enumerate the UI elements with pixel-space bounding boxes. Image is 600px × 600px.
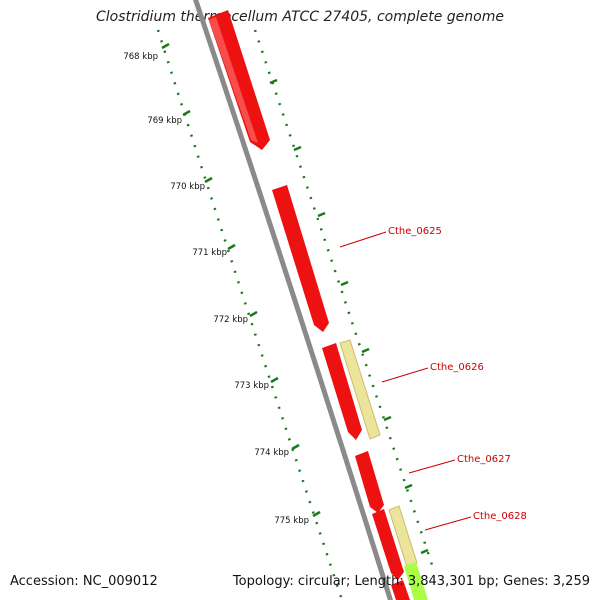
gene-label-cthe-0627[interactable]: Cthe_0627: [457, 454, 511, 465]
ruler-label-768: 768 kbp: [123, 52, 158, 62]
ruler-labels: 768 kbp 769 kbp 770 kbp 771 kbp 772 kbp …: [123, 52, 309, 526]
outer-tick-ring: [156, 29, 344, 600]
other-features[interactable]: [339, 339, 428, 600]
extra-feature[interactable]: [404, 562, 428, 600]
inner-tick-ring: [253, 29, 434, 566]
feature-cthe-0626[interactable]: [339, 339, 381, 440]
cds-feature[interactable]: [209, 17, 258, 143]
cds-feature[interactable]: [322, 343, 362, 440]
ruler-label-773: 773 kbp: [234, 381, 269, 391]
cds-feature-cthe-0627[interactable]: [355, 451, 384, 513]
gene-label-cthe-0625[interactable]: Cthe_0625: [388, 226, 442, 237]
ruler-label-774: 774 kbp: [254, 448, 289, 458]
accession-text: Accession: NC_009012: [10, 574, 158, 589]
genome-backbone: [193, 0, 394, 600]
genome-summary-text: Topology: circular; Length: 3,843,301 bp…: [232, 574, 590, 589]
feature-cthe-0628[interactable]: [388, 505, 418, 568]
cds-feature[interactable]: [391, 580, 410, 600]
ruler-label-775: 775 kbp: [274, 516, 309, 526]
gene-label-cthe-0628[interactable]: Cthe_0628: [473, 511, 527, 522]
outer-major-ticks: [161, 42, 321, 518]
cds-feature-cthe-0625[interactable]: [272, 185, 329, 332]
cds-feature[interactable]: [372, 509, 404, 580]
gene-leader-lines: [339, 231, 472, 531]
inner-major-ticks: [269, 78, 429, 555]
gene-label-cthe-0626[interactable]: Cthe_0626: [430, 362, 484, 373]
gene-labels[interactable]: Cthe_0625 Cthe_0626 Cthe_0627 Cthe_0628: [388, 226, 527, 522]
ruler-label-772: 772 kbp: [213, 315, 248, 325]
cds-features[interactable]: [208, 10, 410, 600]
ruler-label-769: 769 kbp: [147, 116, 182, 126]
ruler-label-770: 770 kbp: [170, 182, 205, 192]
ruler-label-771: 771 kbp: [192, 248, 227, 258]
